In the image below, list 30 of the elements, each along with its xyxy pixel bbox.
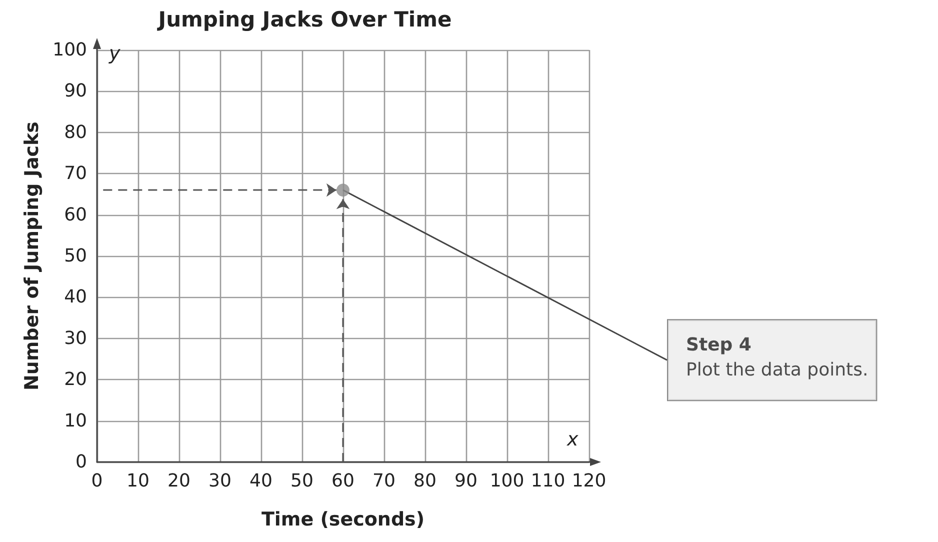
y-axis-title: Number of Jumping Jacks	[21, 122, 44, 390]
chart-title: Jumping Jacks Over Time	[156, 8, 452, 32]
x-tick-label: 20	[168, 470, 190, 492]
y-tick-label: 70	[64, 163, 87, 184]
x-tick-label: 60	[332, 470, 354, 492]
x-tick-label: 90	[454, 470, 478, 492]
annotation: x	[566, 428, 579, 450]
y-tick-label: 100	[52, 40, 87, 60]
annotation: Step 4 Plot the data points.	[686, 334, 868, 381]
x-tick-label: 70	[372, 470, 396, 492]
x-tick-label: 120	[572, 470, 606, 492]
x-tick-label: 50	[290, 470, 314, 492]
y-tick-label: 20	[64, 369, 87, 390]
y-tick-label: 60	[64, 204, 87, 226]
x-tick-label: 0	[91, 470, 103, 492]
y-tick-label: 30	[64, 328, 87, 349]
y-tick-label: 90	[64, 80, 87, 102]
x-tick-label: 100	[490, 470, 524, 492]
x-tick-label: 80	[414, 470, 436, 492]
x-axis-title: Time (seconds)	[261, 508, 425, 530]
x-tick-label: 40	[250, 470, 272, 492]
annotation: y	[108, 42, 121, 64]
y-tick-label: 40	[64, 286, 87, 308]
y-tick-label: 10	[64, 410, 87, 432]
y-tick-label: 80	[64, 122, 87, 143]
x-tick-label: 30	[208, 470, 232, 492]
x-tick-label: 10	[126, 470, 150, 492]
y-tick-label: 0	[76, 452, 87, 472]
y-tick-label: 50	[64, 246, 87, 266]
x-tick-label: 110	[530, 470, 566, 492]
